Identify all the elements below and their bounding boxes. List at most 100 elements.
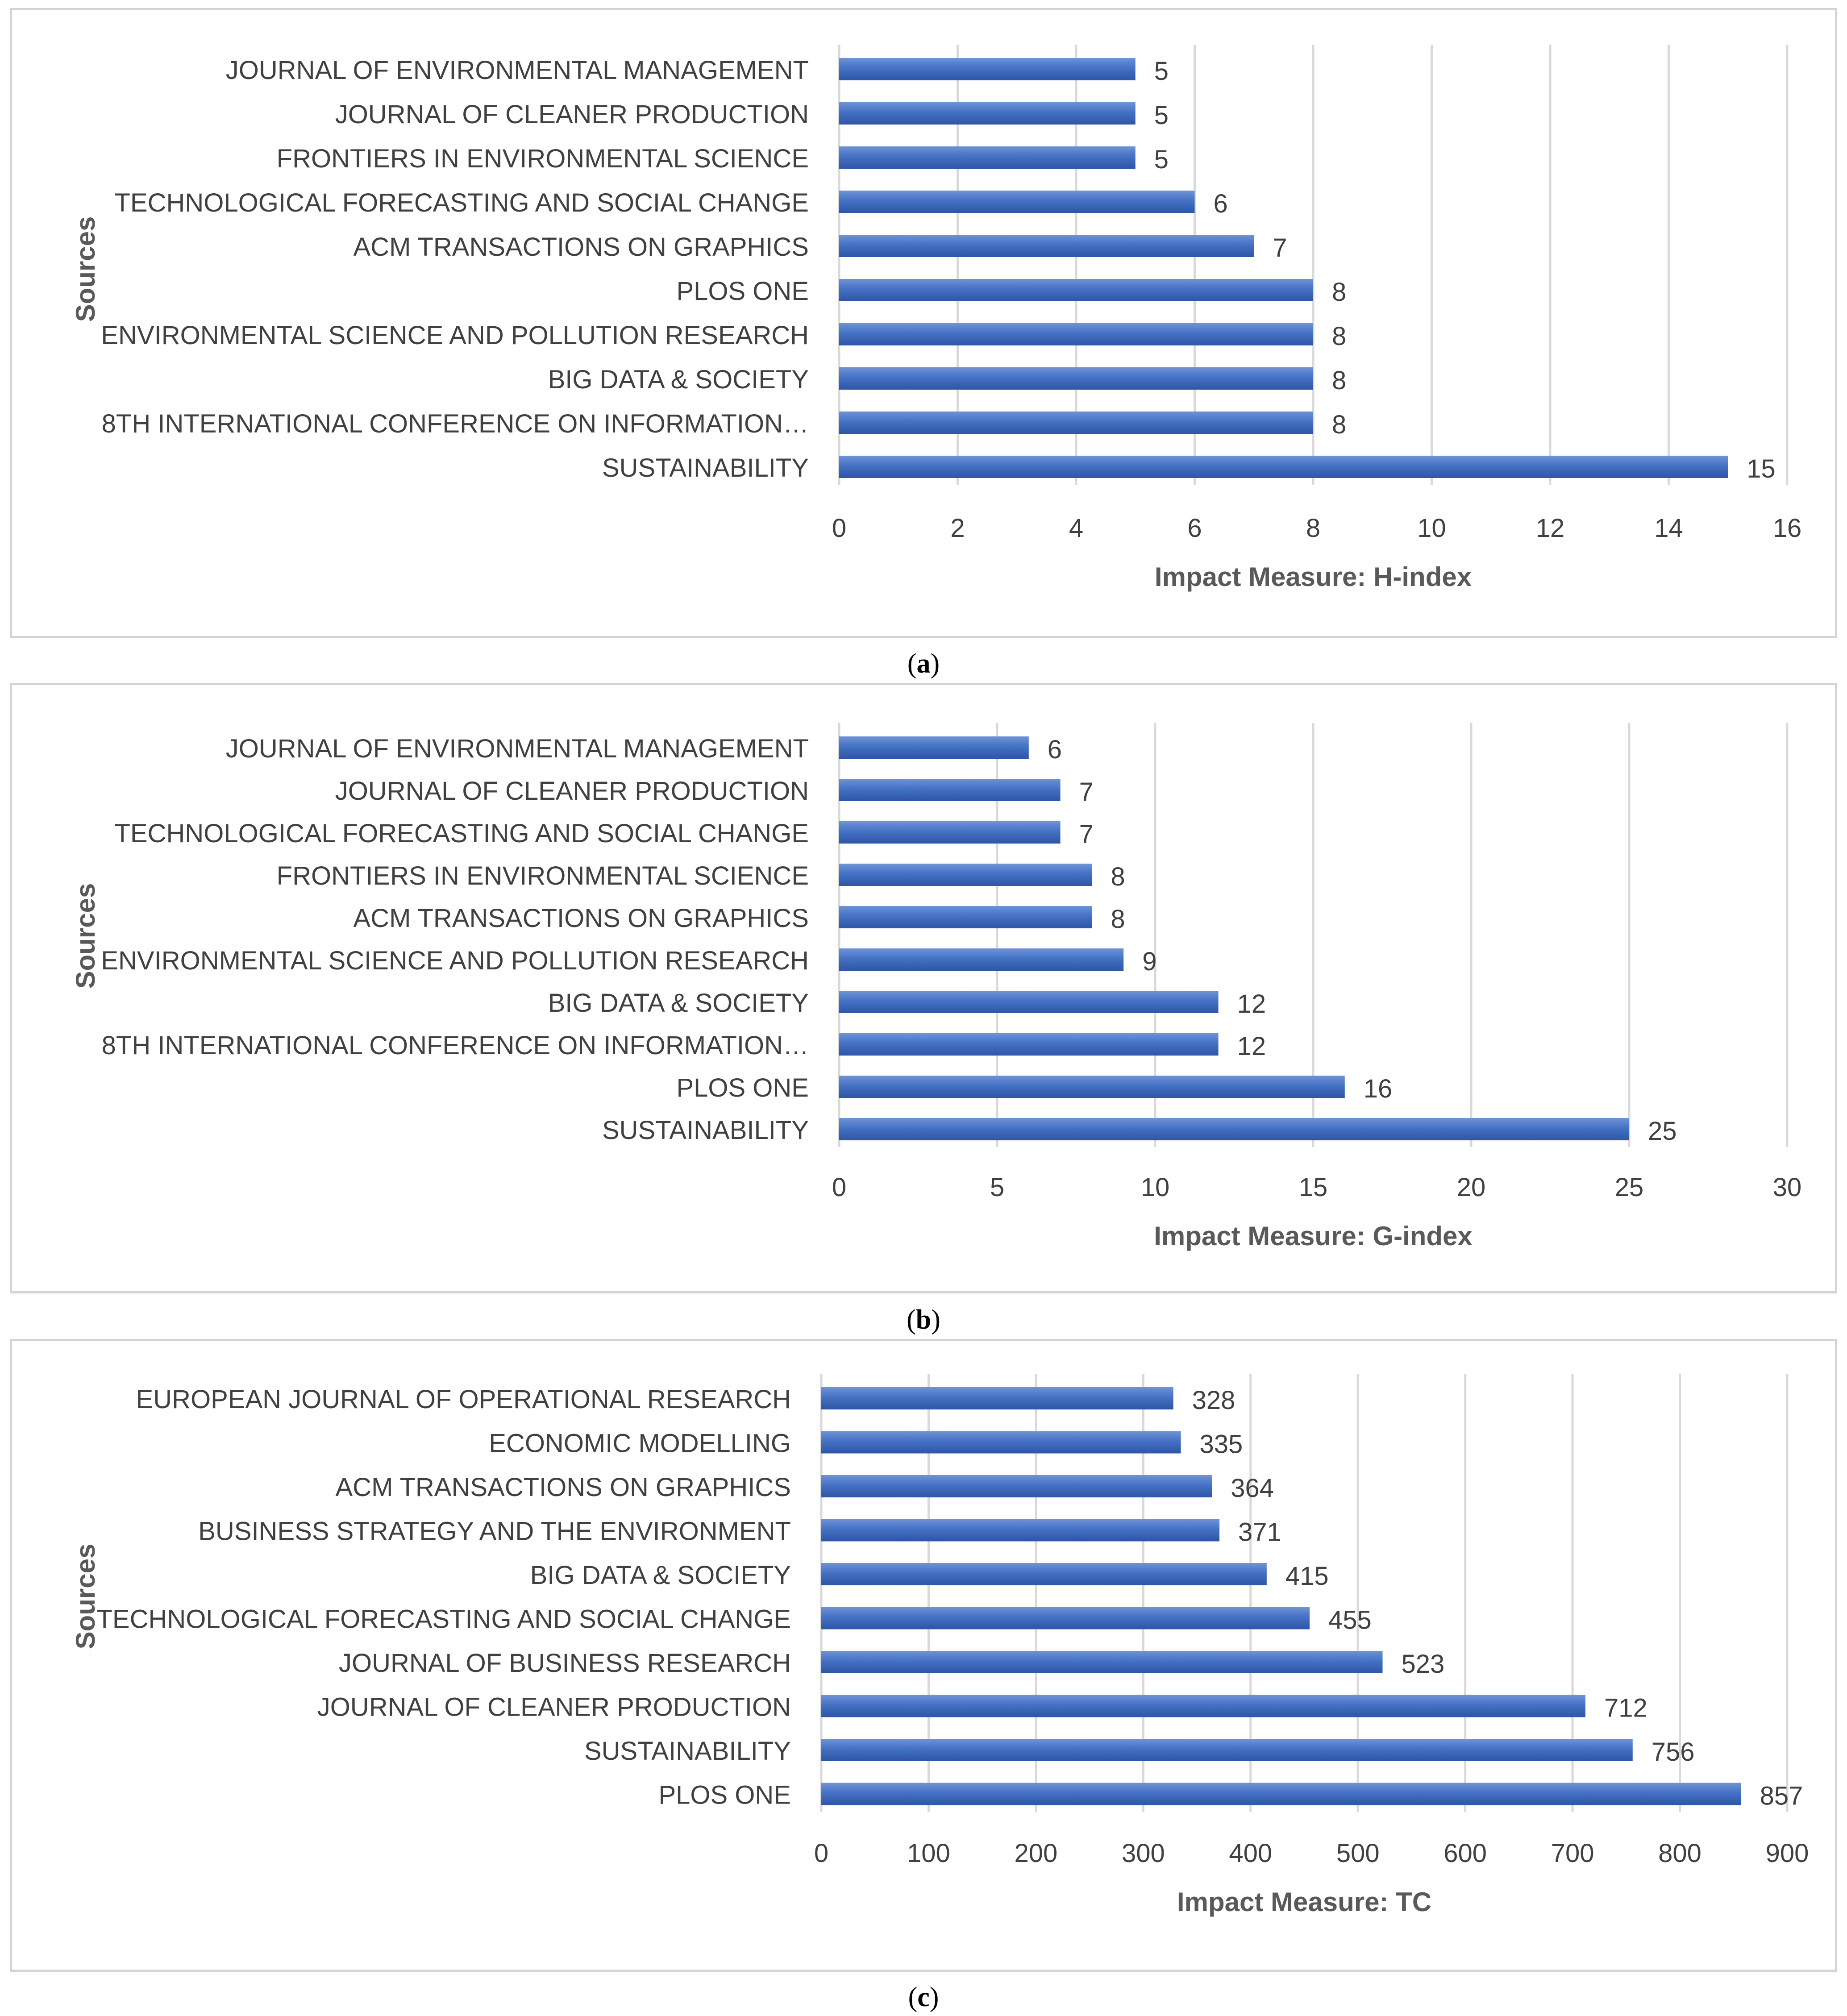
category-label: FRONTIERS IN ENVIRONMENTAL SCIENCE xyxy=(277,861,809,890)
bar xyxy=(839,412,1313,434)
category-label: TECHNOLOGICAL FORECASTING AND SOCIAL CHA… xyxy=(114,819,809,848)
category-label: ACM TRANSACTIONS ON GRAPHICS xyxy=(336,1473,791,1502)
data-label: 8 xyxy=(1332,322,1346,351)
bar xyxy=(839,367,1313,390)
data-label: 8 xyxy=(1111,905,1125,934)
category-label: ENVIRONMENTAL SCIENCE AND POLLUTION RESE… xyxy=(101,946,809,975)
data-label: 7 xyxy=(1079,777,1094,806)
data-label: 25 xyxy=(1648,1117,1677,1146)
caption-a: (a) xyxy=(907,648,940,679)
category-label: EUROPEAN JOURNAL OF OPERATIONAL RESEARCH xyxy=(136,1385,791,1414)
x-tick-label: 0 xyxy=(832,1173,846,1202)
data-label: 6 xyxy=(1214,189,1228,218)
x-tick-label: 20 xyxy=(1457,1173,1486,1202)
data-label: 857 xyxy=(1760,1782,1803,1811)
bar xyxy=(821,1563,1267,1585)
x-axis-title: Impact Measure: TC xyxy=(1177,1887,1431,1917)
data-label: 335 xyxy=(1199,1430,1243,1459)
data-label: 12 xyxy=(1237,989,1266,1018)
bar xyxy=(839,323,1313,345)
chart-c-svg: EUROPEAN JOURNAL OF OPERATIONAL RESEARCH… xyxy=(71,1374,1809,1917)
x-tick-label: 400 xyxy=(1229,1839,1272,1868)
data-label: 371 xyxy=(1238,1518,1281,1547)
x-tick-label: 15 xyxy=(1299,1173,1328,1202)
y-axis-title: Sources xyxy=(71,883,100,989)
category-label: ENVIRONMENTAL SCIENCE AND POLLUTION RESE… xyxy=(101,321,809,350)
x-tick-label: 0 xyxy=(814,1839,828,1868)
data-label: 7 xyxy=(1079,820,1094,849)
bar xyxy=(839,456,1728,478)
y-axis-title: Sources xyxy=(71,1544,100,1650)
bar xyxy=(821,1695,1585,1717)
chart-panel-b: JOURNAL OF ENVIRONMENTAL MANAGEMENT 6 JOUR… xyxy=(10,683,1837,1293)
data-label: 415 xyxy=(1285,1562,1329,1591)
x-axis-title: Impact Measure: H-index xyxy=(1155,562,1472,592)
bar xyxy=(821,1475,1212,1497)
y-axis-title: Sources xyxy=(71,216,100,322)
caption-b: (b) xyxy=(907,1305,940,1335)
category-label: JOURNAL OF CLEANER PRODUCTION xyxy=(335,777,809,806)
chart-panel-c: EUROPEAN JOURNAL OF OPERATIONAL RESEARCH… xyxy=(10,1339,1837,1972)
bar xyxy=(839,1076,1345,1098)
data-label: 8 xyxy=(1332,410,1346,439)
category-label: JOURNAL OF CLEANER PRODUCTION xyxy=(317,1693,791,1722)
category-label: JOURNAL OF CLEANER PRODUCTION xyxy=(335,100,809,129)
bar xyxy=(821,1739,1633,1761)
bar xyxy=(839,102,1136,125)
data-label: 5 xyxy=(1154,145,1169,174)
bar xyxy=(839,279,1313,301)
data-label: 8 xyxy=(1332,278,1346,307)
bar xyxy=(839,1033,1219,1056)
x-tick-label: 600 xyxy=(1443,1839,1487,1868)
category-label: SUSTAINABILITY xyxy=(602,453,809,482)
x-tick-label: 16 xyxy=(1773,514,1802,543)
x-tick-label: 30 xyxy=(1773,1173,1802,1202)
category-label: BIG DATA & SOCIETY xyxy=(548,989,809,1018)
bar xyxy=(839,146,1136,169)
x-tick-label: 700 xyxy=(1551,1839,1594,1868)
category-label: ACM TRANSACTIONS ON GRAPHICS xyxy=(354,233,809,262)
x-tick-label: 500 xyxy=(1336,1839,1380,1868)
category-label: SUSTAINABILITY xyxy=(602,1116,809,1145)
category-label: PLOS ONE xyxy=(676,1073,809,1102)
data-label: 364 xyxy=(1231,1474,1274,1503)
bar xyxy=(821,1607,1310,1629)
bar xyxy=(839,1118,1629,1140)
bar xyxy=(821,1519,1220,1542)
bar xyxy=(839,779,1061,801)
caption-c: (c) xyxy=(908,1982,939,2012)
category-label: BUSINESS STRATEGY AND THE ENVIRONMENT xyxy=(198,1517,791,1546)
chart-a-svg: JOURNAL OF ENVIRONMENTAL MANAGEMENT 5 JOUR… xyxy=(71,45,1802,592)
x-tick-label: 200 xyxy=(1014,1839,1057,1868)
data-label: 523 xyxy=(1402,1650,1445,1679)
x-tick-label: 10 xyxy=(1417,514,1446,543)
data-label: 8 xyxy=(1332,366,1346,395)
category-label: 8TH INTERNATIONAL CONFERENCE ON INFORMAT… xyxy=(102,409,809,438)
x-tick-label: 300 xyxy=(1122,1839,1165,1868)
category-label: PLOS ONE xyxy=(676,277,809,306)
category-label: TECHNOLOGICAL FORECASTING AND SOCIAL CHA… xyxy=(96,1605,791,1634)
chart-panel-a: JOURNAL OF ENVIRONMENTAL MANAGEMENT 5 JOUR… xyxy=(10,8,1837,638)
x-tick-label: 8 xyxy=(1306,514,1320,543)
data-label: 9 xyxy=(1142,947,1156,976)
bar xyxy=(821,1651,1383,1673)
category-label: PLOS ONE xyxy=(658,1781,791,1810)
category-label: TECHNOLOGICAL FORECASTING AND SOCIAL CHA… xyxy=(114,188,809,217)
x-tick-label: 4 xyxy=(1069,514,1083,543)
bar xyxy=(839,736,1029,759)
bar xyxy=(839,864,1092,886)
x-tick-label: 5 xyxy=(990,1173,1004,1202)
data-label: 5 xyxy=(1154,57,1169,86)
data-label: 7 xyxy=(1273,233,1287,262)
x-tick-label: 25 xyxy=(1615,1173,1644,1202)
data-label: 756 xyxy=(1651,1738,1695,1767)
x-tick-label: 800 xyxy=(1658,1839,1701,1868)
data-label: 6 xyxy=(1048,735,1062,764)
x-tick-label: 900 xyxy=(1766,1839,1809,1868)
category-label: BIG DATA & SOCIETY xyxy=(548,365,809,394)
data-label: 12 xyxy=(1237,1032,1266,1061)
bar xyxy=(839,191,1195,213)
data-label: 16 xyxy=(1364,1074,1393,1103)
category-label: JOURNAL OF ENVIRONMENTAL MANAGEMENT xyxy=(226,56,809,85)
bar xyxy=(821,1431,1181,1454)
